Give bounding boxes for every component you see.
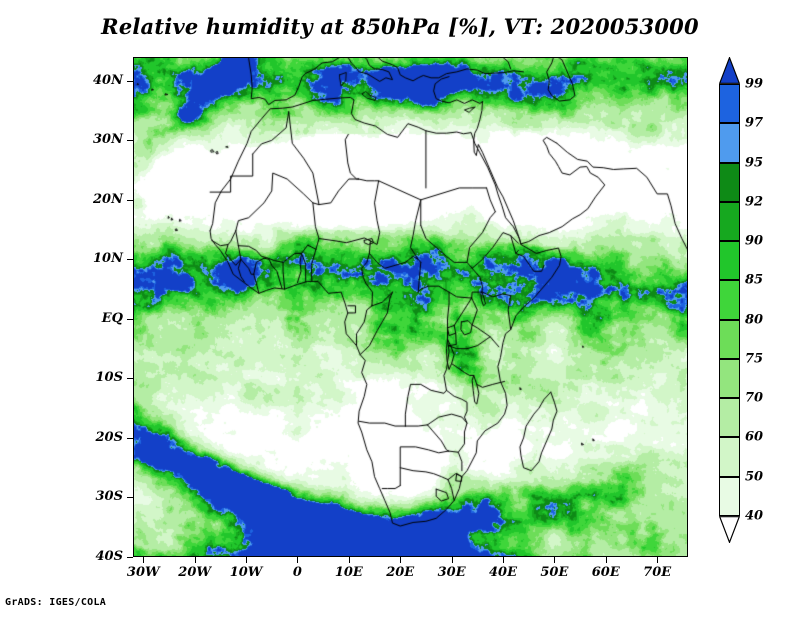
latitude-tick: [127, 80, 133, 82]
latitude-label: 20S: [95, 429, 123, 445]
longitude-label: 30W: [126, 565, 160, 580]
longitude-tick: [451, 557, 453, 563]
latitude-label: 10S: [95, 370, 123, 386]
colorbar-segment: [719, 162, 740, 202]
colorbar-label: 95: [745, 155, 764, 171]
colorbar-segment: [719, 241, 740, 281]
colorbar-label: 80: [745, 312, 764, 328]
colorbar-over-arrow: [718, 56, 741, 84]
longitude-tick: [297, 557, 299, 563]
latitude-tick: [127, 437, 133, 439]
colorbar-segment: [719, 319, 740, 359]
longitude-tick: [194, 557, 196, 563]
latitude-label: 10N: [93, 251, 123, 267]
colorbar-under-arrow: [718, 516, 741, 544]
longitude-tick: [400, 557, 402, 563]
longitude-label: 50E: [540, 565, 569, 580]
longitude-label: 30E: [437, 565, 466, 580]
longitude-label: 0: [292, 565, 302, 580]
longitude-label: 10W: [229, 565, 263, 580]
longitude-tick: [605, 557, 607, 563]
latitude-tick: [127, 140, 133, 142]
colorbar-label: 40: [745, 508, 764, 524]
longitude-label: 20E: [386, 565, 415, 580]
colorbar-segment: [719, 280, 740, 320]
credit-text: GrADS: IGES/COLA: [5, 597, 107, 608]
colorbar-label: 60: [745, 429, 764, 445]
longitude-label: 40E: [489, 565, 517, 580]
colorbar-segment: [719, 476, 740, 516]
latitude-label: EQ: [101, 310, 123, 326]
longitude-tick: [657, 557, 659, 563]
colorbar-segment: [719, 437, 740, 477]
longitude-tick: [246, 557, 248, 563]
colorbar-label: 75: [745, 351, 764, 367]
longitude-label: 60E: [591, 565, 620, 580]
humidity-field-canvas: [133, 57, 688, 557]
colorbar-label: 50: [745, 469, 764, 485]
colorbar-label: 70: [745, 390, 764, 406]
latitude-label: 40N: [93, 72, 123, 88]
colorbar-label: 97: [745, 115, 764, 131]
colorbar-segment: [719, 201, 740, 242]
latitude-tick: [127, 259, 133, 261]
colorbar-label: 99: [745, 76, 764, 92]
latitude-label: 20N: [93, 191, 123, 207]
latitude-tick: [127, 318, 133, 320]
colorbar: 40 50 60 70 75 80 85 90 92 95 97 99: [718, 56, 763, 544]
colorbar-label: 92: [745, 194, 764, 210]
latitude-tick: [127, 557, 133, 558]
longitude-tick: [143, 557, 145, 563]
longitude-tick: [348, 557, 350, 563]
longitude-tick: [554, 557, 556, 563]
page-title: Relative humidity at 850hPa [%], VT: 202…: [101, 14, 699, 39]
colorbar-label: 85: [745, 272, 764, 288]
colorbar-segment: [719, 84, 740, 124]
latitude-tick: [127, 497, 133, 499]
map-plot-area: [127, 57, 688, 563]
colorbar-label: 90: [745, 233, 764, 249]
latitude-label: 30N: [93, 132, 123, 148]
colorbar-segment: [719, 358, 740, 399]
longitude-label: 10E: [334, 565, 363, 580]
colorbar-segment: [719, 123, 740, 163]
latitude-label: 40S: [95, 549, 123, 564]
latitude-label: 30S: [95, 489, 123, 505]
latitude-tick: [127, 378, 133, 380]
longitude-tick: [503, 557, 504, 563]
longitude-label: 70E: [643, 565, 672, 580]
longitude-label: 20W: [178, 565, 211, 580]
colorbar-segment: [719, 398, 740, 438]
latitude-tick: [127, 199, 133, 201]
